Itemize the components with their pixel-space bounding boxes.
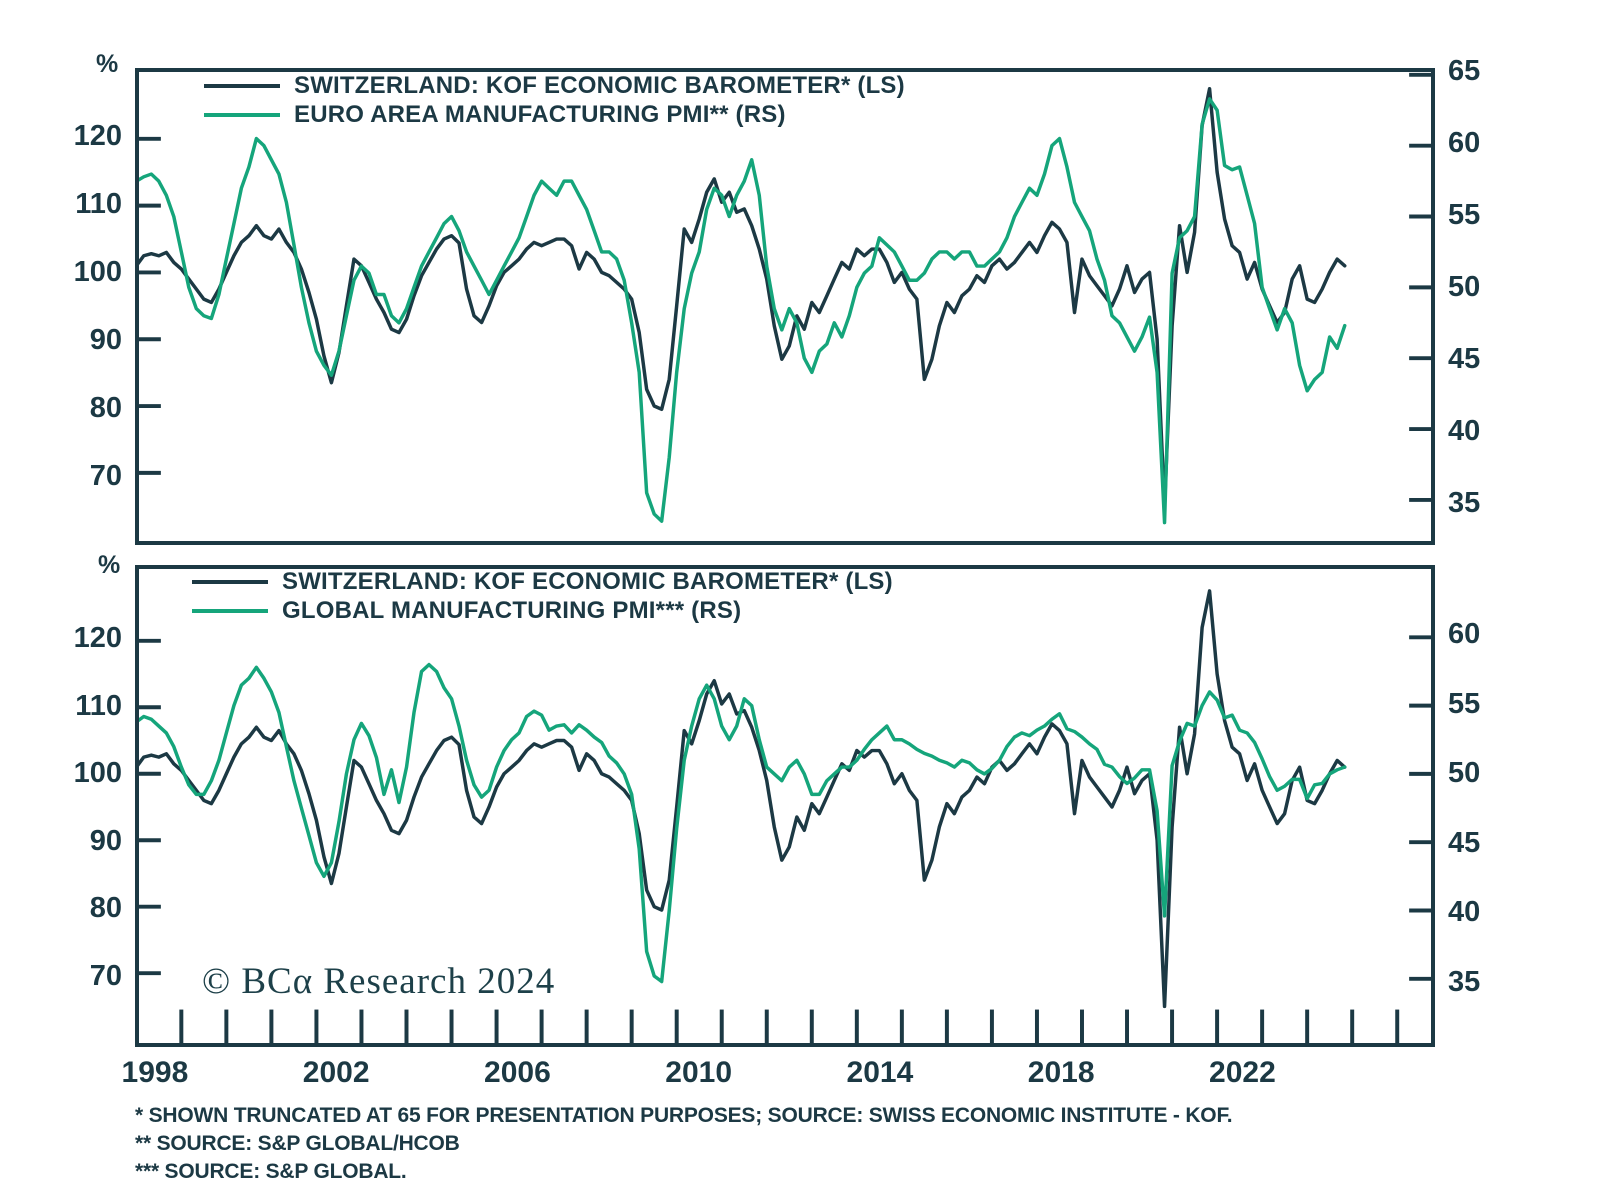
tick-label: 120 xyxy=(73,119,122,152)
series-left xyxy=(139,589,1347,1009)
tick-label: 45 xyxy=(1448,343,1481,376)
tick-label: 80 xyxy=(89,892,122,925)
legend-label: GLOBAL MANUFACTURING PMI*** (RS) xyxy=(282,597,742,624)
kof-line-swatch-icon xyxy=(204,84,280,88)
legend-item-kof: SWITZERLAND: KOF ECONOMIC BAROMETER* (LS… xyxy=(192,568,893,596)
tick-label: 65 xyxy=(1448,54,1481,87)
tick-label: 40 xyxy=(1448,415,1481,448)
year-label: 2014 xyxy=(846,1056,914,1089)
tick-label: 35 xyxy=(1448,487,1481,520)
legend-item-euro-pmi: EURO AREA MANUFACTURING PMI** (RS) xyxy=(204,101,786,129)
tick-label: 40 xyxy=(1448,896,1481,929)
footnote-kof-source: * SHOWN TRUNCATED AT 65 FOR PRESENTATION… xyxy=(135,1104,1233,1127)
tick-label: 55 xyxy=(1448,198,1481,231)
tick-label: 70 xyxy=(89,459,122,492)
year-label: 2006 xyxy=(484,1056,551,1089)
tick-label: 90 xyxy=(89,824,122,857)
tick-label: 100 xyxy=(73,255,122,288)
bottom-chart-svg xyxy=(139,589,1431,1043)
tick-label: 80 xyxy=(89,391,122,424)
legend-label: SWITZERLAND: KOF ECONOMIC BAROMETER* (LS… xyxy=(282,568,893,595)
tick-label: 100 xyxy=(73,757,122,790)
bottom-left-axis-unit: % xyxy=(98,551,121,579)
bottom-chart-panel xyxy=(135,565,1435,1047)
top-left-axis-unit: % xyxy=(96,50,119,78)
top-chart-svg xyxy=(139,72,1431,525)
tick-label: 110 xyxy=(75,187,122,220)
footnote-global-pmi-source: *** SOURCE: S&P GLOBAL. xyxy=(135,1160,407,1183)
tick-label: 120 xyxy=(73,622,122,654)
legend-item-global-pmi: GLOBAL MANUFACTURING PMI*** (RS) xyxy=(192,597,741,625)
year-label: 2002 xyxy=(302,1056,370,1089)
year-label: 2010 xyxy=(665,1056,733,1089)
tick-label: 60 xyxy=(1448,618,1481,651)
tick-label: 45 xyxy=(1448,826,1481,859)
year-label: 1998 xyxy=(121,1056,189,1089)
series-right xyxy=(139,97,1347,525)
legend-label: EURO AREA MANUFACTURING PMI** (RS) xyxy=(294,101,786,128)
top-chart-panel xyxy=(135,68,1435,545)
tick-label: 50 xyxy=(1448,271,1481,304)
kof-line-swatch-icon xyxy=(192,580,268,584)
tick-label: 70 xyxy=(89,960,122,993)
tick-label: 35 xyxy=(1448,965,1481,998)
tick-label: 55 xyxy=(1448,687,1481,720)
series-right xyxy=(139,662,1347,984)
legend-label: SWITZERLAND: KOF ECONOMIC BAROMETER* (LS… xyxy=(294,72,905,99)
tick-label: 60 xyxy=(1448,126,1481,159)
tick-label: 90 xyxy=(89,323,122,356)
legend-item-kof: SWITZERLAND: KOF ECONOMIC BAROMETER* (LS… xyxy=(204,72,905,100)
global-pmi-line-swatch-icon xyxy=(192,609,268,613)
footnote-euro-pmi-source: ** SOURCE: S&P GLOBAL/HCOB xyxy=(135,1132,460,1155)
tick-label: 50 xyxy=(1448,757,1481,790)
year-label: 2018 xyxy=(1027,1056,1095,1089)
series-left xyxy=(139,86,1347,509)
footnotes: * SHOWN TRUNCATED AT 65 FOR PRESENTATION… xyxy=(135,1102,1233,1186)
tick-label: 110 xyxy=(75,689,122,722)
bca-watermark: © BCα Research 2024 xyxy=(202,961,556,1002)
euro-pmi-line-swatch-icon xyxy=(204,113,280,117)
year-label: 2022 xyxy=(1209,1056,1276,1089)
